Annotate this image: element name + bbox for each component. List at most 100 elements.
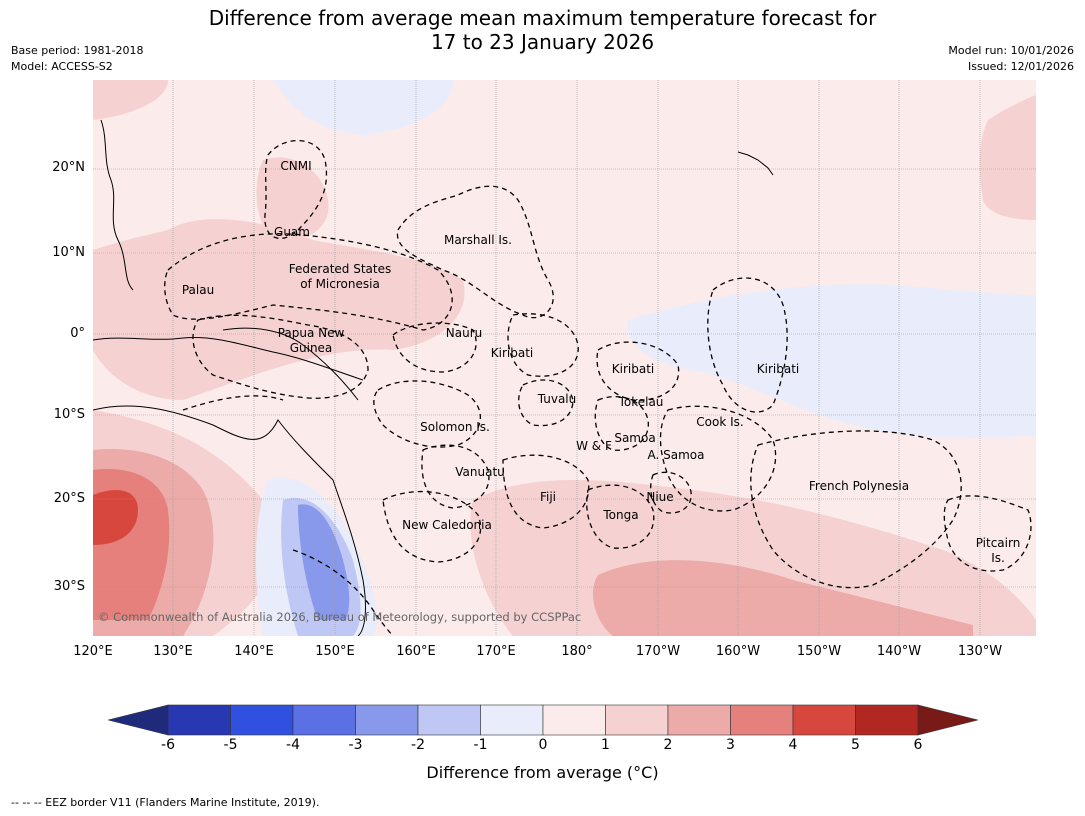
- eez-nauru-kiribati-w: [392, 322, 477, 373]
- x-tick-170W: 170°W: [635, 644, 681, 659]
- label-solomon: Solomon Is.: [420, 420, 490, 434]
- x-tick-160W: 160°W: [715, 644, 761, 659]
- anomaly-4-5-southwest: [93, 490, 138, 545]
- label-samoa: Samoa: [614, 431, 656, 445]
- x-tick-160E: 160°E: [396, 644, 436, 659]
- colorbar-segment: [167, 704, 231, 736]
- label-guam: Guam: [274, 225, 310, 239]
- label-kiribati-west: Kiribati: [490, 346, 534, 360]
- eez-kiribati-central: [507, 313, 579, 377]
- label-vanuatu: Vanuatu: [455, 465, 505, 479]
- x-tick-140W: 140°W: [876, 644, 922, 659]
- label-wallis-futuna: W & F: [576, 439, 612, 453]
- eez-pitcairn: [943, 495, 1032, 572]
- colorbar-tick: 2: [663, 737, 673, 753]
- eez-solomon: [373, 380, 481, 448]
- colorbar-extend-high: [917, 704, 978, 736]
- colorbar-segment: [480, 704, 544, 736]
- chart-title: Difference from average mean maximum tem…: [0, 6, 1085, 54]
- title-line-2: 17 to 23 January 2026: [430, 30, 655, 54]
- label-pitcairn-1: Pitcairn: [975, 536, 1021, 550]
- colorbar-tick: -6: [161, 737, 175, 753]
- eez-tokelau-samoa: [594, 396, 649, 451]
- label-niue: Niue: [646, 490, 674, 504]
- base-period: Base period: 1981-2018: [11, 44, 144, 57]
- y-tick-10S: 10°S: [53, 407, 85, 422]
- label-marshall: Marshall Is.: [444, 233, 512, 247]
- colorbar-tick: -5: [223, 737, 238, 753]
- colorbar-segment: [417, 704, 481, 736]
- label-french-polynesia: French Polynesia: [808, 479, 910, 493]
- y-tick-20S: 20°S: [53, 491, 85, 506]
- colorbar-segment: [542, 704, 606, 736]
- anomaly-1-2-ne-corner: [979, 95, 1036, 220]
- eez-tuvalu: [518, 379, 574, 427]
- eez-australia: [182, 395, 394, 636]
- colorbar-segment: [355, 704, 419, 736]
- eez-fiji: [502, 454, 590, 529]
- copyright-notice: © Commonwealth of Australia 2026, Bureau…: [98, 610, 582, 624]
- label-american-samoa: A. Samoa: [647, 448, 705, 462]
- label-tokelau: Tokelau: [618, 395, 664, 409]
- model-name: Model: ACCESS-S2: [11, 60, 113, 73]
- eez-cook: [659, 405, 777, 512]
- label-cook: Cook Is.: [696, 415, 744, 429]
- colorbar-segment: [230, 704, 294, 736]
- colorbar-segment: [855, 704, 919, 736]
- eez-vanuatu: [421, 444, 490, 509]
- eez-new-caledonia: [382, 490, 482, 563]
- anomaly-cool-east: [627, 284, 1036, 438]
- eez-kiribati-line: [707, 277, 788, 413]
- colorbar-label: Difference from average (°C): [426, 763, 659, 782]
- anomaly-1-2-nw-corner: [93, 80, 168, 120]
- label-nauru: Nauru: [445, 326, 483, 340]
- colorbar-segment: [730, 704, 794, 736]
- label-kiribati-line: Kiribati: [756, 362, 800, 376]
- coast-philippines: [100, 119, 134, 291]
- label-tuvalu: Tuvalu: [537, 392, 577, 406]
- colorbar-tick: 5: [851, 737, 860, 753]
- anomaly-cool-north: [273, 80, 453, 135]
- colorbar-tick: 4: [788, 737, 798, 753]
- eez-cnmi-guam: [264, 139, 328, 239]
- label-new-caledonia: New Caledonia: [402, 518, 492, 532]
- eez-png: [192, 314, 369, 399]
- colorbar-tick: 3: [726, 737, 735, 753]
- x-tick-130W: 130°W: [957, 644, 1003, 659]
- x-tick-130E: 130°E: [153, 644, 193, 659]
- x-tick-150E: 150°E: [315, 644, 355, 659]
- title-line-1: Difference from average mean maximum tem…: [208, 6, 877, 30]
- colorbar-segments: [108, 704, 978, 736]
- colorbar-tick: 0: [538, 737, 548, 753]
- colorbar-tick: -4: [286, 737, 300, 753]
- coast-indonesia: [93, 336, 364, 381]
- eez-borders: [164, 139, 1032, 636]
- colorbar-segment: [792, 704, 856, 736]
- x-tick-120E: 120°E: [73, 644, 113, 659]
- x-tick-140E: 140°E: [234, 644, 274, 659]
- model-run: Model run: 10/01/2026: [948, 44, 1074, 57]
- forecast-map: [93, 80, 1036, 636]
- label-fiji: Fiji: [539, 490, 557, 504]
- label-tonga: Tonga: [603, 508, 639, 522]
- colorbar-segment: [667, 704, 731, 736]
- anomaly-cool-3-2: [298, 504, 350, 620]
- label-png-1: Papua New: [277, 326, 345, 340]
- coastlines: [93, 119, 774, 636]
- colorbar-tick: -1: [473, 737, 488, 753]
- eez-niue: [650, 471, 692, 514]
- eez-footnote: -- -- -- EEZ border V11 (Flanders Marine…: [11, 796, 320, 809]
- label-pitcairn-2: Is.: [991, 551, 1005, 565]
- colorbar: [108, 704, 978, 736]
- colorbar-segment: [292, 704, 356, 736]
- anomaly-1-2-west-pacific: [93, 219, 465, 400]
- label-kiribati-phoenix: Kiribati: [611, 362, 655, 376]
- label-png-2: Guinea: [289, 341, 333, 355]
- colorbar-tick: 1: [601, 737, 610, 753]
- colorbar-tick: -2: [411, 737, 425, 753]
- label-fsm-1: Federated States: [288, 262, 392, 276]
- x-tick-170E: 170°E: [476, 644, 516, 659]
- meta-left: Base period: 1981-2018 Model: ACCESS-S2: [11, 43, 143, 75]
- anomaly-2-3-south-pacific: [593, 560, 973, 636]
- x-tick-150W: 150°W: [796, 644, 842, 659]
